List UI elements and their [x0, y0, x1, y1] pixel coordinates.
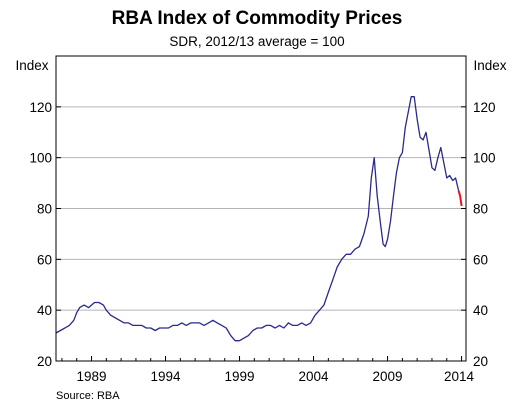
data-lines	[55, 96, 463, 342]
y-tick-right: 100	[473, 151, 496, 166]
x-tick-labels: 1989 1994 1999 2004 2009 2014	[61, 356, 475, 384]
gridlines	[56, 106, 466, 311]
x-tick-label: 1989	[77, 369, 107, 384]
y-tick-labels: 20 20 40 40 60 60 80 80 100 100 120 120	[29, 100, 495, 369]
x-tick-label: 2009	[373, 369, 403, 384]
y-tick-left: 20	[37, 354, 52, 369]
source-note: Source: RBA	[56, 390, 120, 402]
y-tick-right: 60	[473, 252, 488, 267]
x-tick-label: 2014	[444, 369, 475, 384]
chart-title: RBA Index of Commodity Prices	[112, 8, 403, 29]
y-tick-left: 120	[29, 100, 52, 115]
x-tick-label: 1994	[151, 369, 182, 384]
y-tick-left: 40	[37, 303, 52, 318]
y-tick-right: 20	[473, 354, 488, 369]
series-line-main	[55, 96, 460, 342]
y-tick-right: 40	[473, 303, 488, 318]
left-axis-unit: Index	[15, 58, 48, 73]
y-tick-left: 60	[37, 252, 52, 267]
x-tick-label: 1999	[225, 369, 255, 384]
chart-subtitle: SDR, 2012/13 average = 100	[169, 34, 344, 49]
y-tick-left: 100	[29, 151, 52, 166]
x-tick-label: 2004	[299, 369, 330, 384]
series-line-highlight	[457, 190, 463, 207]
y-tick-left: 80	[37, 202, 52, 217]
right-axis-unit: Index	[473, 58, 506, 73]
y-tick-right: 80	[473, 202, 488, 217]
plot-frame	[55, 55, 467, 362]
y-tick-right: 120	[473, 100, 496, 115]
